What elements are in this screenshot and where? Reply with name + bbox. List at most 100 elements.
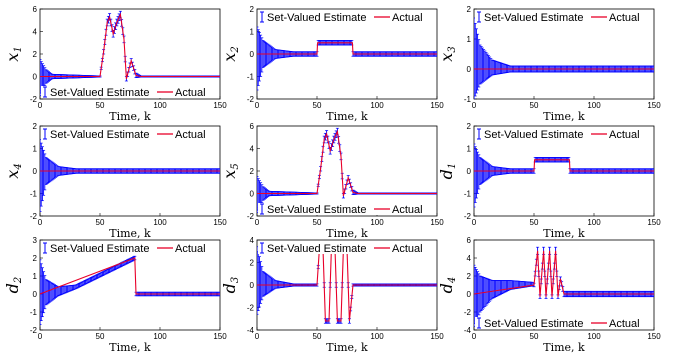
legend-estimate-label: Set-Valued Estimate — [267, 204, 366, 216]
y-axis-label: x3 — [437, 46, 458, 61]
y-axis-label: x5 — [220, 163, 241, 178]
x-tick-label: 150 — [647, 332, 661, 341]
y-tick-label: 4 — [33, 28, 38, 37]
y-tick-label: -1 — [464, 190, 472, 199]
panel-d1: 0 50 100 150 -2 -1 0 1 2 Time, k d1 Set-Valued Esti… — [437, 122, 661, 240]
legend-actual-label: Actual — [175, 87, 206, 99]
x-tick-label: 150 — [430, 332, 444, 341]
x-tick-label: 150 — [213, 218, 227, 227]
x-tick-label: 0 — [38, 218, 43, 227]
y-tick-label: -4 — [464, 326, 472, 335]
x-tick-label: 50 — [96, 101, 105, 110]
y-axis-label: x4 — [3, 163, 24, 178]
x-tick-label: 100 — [370, 218, 384, 227]
y-tick-label: 1 — [33, 145, 38, 154]
x-tick-label: 0 — [472, 218, 477, 227]
legend-actual-label: Actual — [392, 204, 423, 216]
y-axis-label: x2 — [220, 46, 241, 61]
plot-frame — [256, 125, 438, 217]
legend-estimate-label: Set-Valued Estimate — [267, 12, 366, 24]
y-tick-label: -2 — [464, 212, 472, 221]
x-tick-label: 150 — [430, 101, 444, 110]
series-set-valued-estimate — [474, 143, 654, 208]
x-axis-label: Time, k — [326, 110, 368, 123]
plot-frame — [39, 8, 221, 100]
legend: Set-Valued Estimate Actual — [475, 128, 652, 141]
y-tick-label: 0 — [250, 190, 255, 199]
y-tick-label: 2 — [33, 50, 38, 59]
legend-box — [41, 242, 218, 254]
x-tick-label: 100 — [587, 332, 601, 341]
x-axis-label: Time, k — [109, 110, 151, 123]
x-tick-label: 50 — [96, 218, 105, 227]
x-tick-label: 150 — [647, 218, 661, 227]
series-actual — [257, 42, 437, 55]
legend-box — [258, 11, 435, 23]
series-actual — [40, 257, 220, 295]
y-tick-label: 1 — [467, 35, 472, 44]
series-set-valued-estimate — [474, 246, 654, 327]
legend-box — [475, 11, 652, 23]
x-tick-label: 50 — [313, 101, 322, 110]
series-set-valued-estimate — [40, 139, 220, 212]
series-actual — [257, 129, 437, 196]
y-tick-label: 4 — [467, 254, 472, 263]
y-tick-label: -2 — [30, 326, 38, 335]
x-axis-label: Time, k — [543, 227, 585, 240]
y-tick-label: 4 — [250, 145, 255, 154]
y-tick-label: 0 — [33, 167, 38, 176]
legend-box — [258, 242, 435, 254]
x-tick-label: 0 — [255, 332, 260, 341]
y-tick-label: 0 — [33, 73, 38, 82]
y-tick-label: 2 — [467, 272, 472, 281]
series-set-valued-estimate — [40, 255, 220, 325]
y-tick-label: 2 — [467, 122, 472, 131]
series-actual — [474, 159, 654, 172]
y-tick-label: 0 — [250, 281, 255, 290]
x-tick-label: 100 — [587, 218, 601, 227]
legend-estimate-label: Set-Valued Estimate — [50, 87, 149, 99]
x-tick-label: 0 — [38, 332, 43, 341]
legend-estimate-label: Set-Valued Estimate — [50, 129, 149, 141]
series-actual — [474, 250, 654, 297]
legend-estimate-label: Set-Valued Estimate — [484, 12, 583, 24]
series-actual — [40, 12, 220, 79]
y-tick-label: 6 — [250, 122, 255, 131]
legend: Set-Valued Estimate Actual — [475, 11, 652, 24]
x-tick-label: 0 — [255, 218, 260, 227]
x-axis-label: Time, k — [326, 227, 368, 240]
y-tick-label: -2 — [464, 308, 472, 317]
x-tick-label: 50 — [530, 218, 539, 227]
x-axis-label: Time, k — [109, 227, 151, 240]
x-tick-label: 150 — [647, 101, 661, 110]
y-tick-label: 0 — [250, 50, 255, 59]
y-tick-label: -2 — [30, 212, 38, 221]
y-tick-label: 1 — [250, 28, 255, 37]
y-tick-label: 0 — [467, 65, 472, 74]
y-tick-label: 6 — [33, 5, 38, 14]
y-tick-label: -1 — [30, 190, 38, 199]
y-tick-label: -1 — [30, 308, 38, 317]
y-tick-label: 2 — [250, 167, 255, 176]
legend-estimate-label: Set-Valued Estimate — [50, 243, 149, 255]
x-tick-label: 50 — [530, 332, 539, 341]
series-set-valued-estimate — [257, 127, 437, 213]
x-tick-label: 0 — [255, 101, 260, 110]
legend-estimate-label: Set-Valued Estimate — [484, 129, 583, 141]
y-axis-label: d3 — [220, 277, 241, 294]
x-tick-label: 0 — [472, 332, 477, 341]
y-axis-label: d2 — [3, 277, 24, 294]
y-tick-label: 3 — [33, 236, 38, 245]
legend-actual-label: Actual — [392, 243, 423, 255]
y-tick-label: 2 — [250, 259, 255, 268]
y-tick-label: 1 — [33, 272, 38, 281]
legend-actual-label: Actual — [175, 243, 206, 255]
legend-actual-label: Actual — [609, 129, 640, 141]
legend-box — [41, 128, 218, 140]
series-actual — [257, 248, 437, 322]
legend: Set-Valued Estimate Actual — [258, 203, 435, 216]
y-tick-label: -2 — [247, 95, 255, 104]
